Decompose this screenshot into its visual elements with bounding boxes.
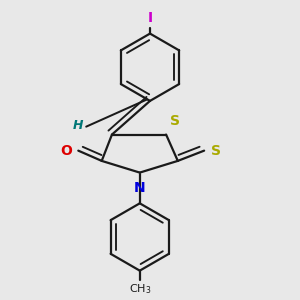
Text: O: O xyxy=(60,144,72,158)
Text: CH$_3$: CH$_3$ xyxy=(128,282,151,296)
Text: N: N xyxy=(134,182,146,195)
Text: I: I xyxy=(147,11,153,26)
Text: H: H xyxy=(73,119,83,132)
Text: S: S xyxy=(211,144,220,158)
Text: S: S xyxy=(169,114,180,128)
